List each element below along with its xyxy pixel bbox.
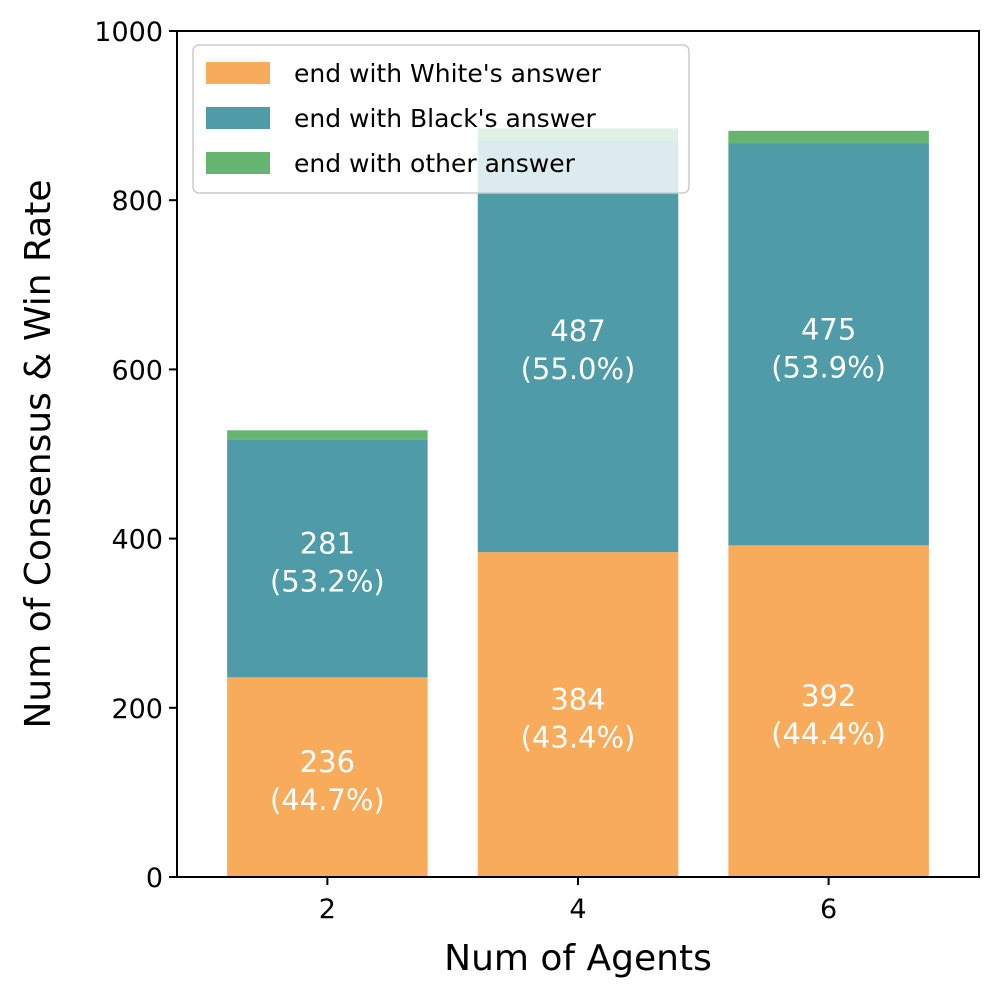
legend-swatch: [206, 107, 270, 129]
bar-other-2: [227, 430, 428, 440]
x-axis: 2 4 6: [319, 877, 837, 925]
bar-white-4: [477, 552, 679, 877]
bar-value-label: 392: [801, 679, 856, 713]
bar-black-2: [227, 439, 428, 678]
y-tick-label: 600: [111, 355, 163, 386]
bar-white-6: [728, 545, 929, 877]
bar-value-label: 475: [801, 312, 856, 346]
bar-value-label: (53.2%): [270, 564, 385, 598]
y-tick-label: 200: [111, 694, 163, 725]
x-tick-label: 6: [820, 894, 837, 925]
bar-value-label: 281: [300, 526, 355, 560]
legend-label: end with other answer: [294, 149, 576, 178]
bar-black-6: [728, 143, 929, 546]
bar-other-6: [728, 130, 929, 144]
y-tick-label: 400: [111, 525, 163, 556]
legend-box: [192, 44, 690, 194]
bar-value-label: (55.0%): [521, 352, 636, 386]
legend-label: end with White's answer: [294, 59, 602, 88]
legend-swatch: [206, 62, 270, 84]
bar-value-label: (53.9%): [771, 350, 886, 384]
bar-value-label: 236: [300, 745, 355, 779]
bar-value-label: (44.4%): [771, 717, 886, 751]
legend-swatch: [206, 152, 270, 174]
legend-label: end with Black's answer: [294, 104, 597, 133]
bar-value-label: 384: [550, 683, 605, 717]
y-tick-label: 800: [111, 186, 163, 217]
y-axis: 0 200 400 600 800 1000: [94, 17, 177, 894]
bar-labels-layer: 236 (44.7%) 281 (53.2%) 384 (43.4%) 487 (55.0%)…: [270, 312, 886, 817]
bar-value-label: 487: [550, 314, 605, 348]
x-tick-label: 4: [569, 894, 586, 925]
bar-value-label: (43.4%): [521, 721, 636, 755]
y-tick-label: 1000: [94, 17, 163, 48]
y-axis-title: Num of Consensus & Win Rate: [18, 180, 59, 729]
x-axis-title: Num of Agents: [444, 938, 712, 979]
bar-white-2: [227, 677, 428, 877]
legend: end with White's answer end with Black's …: [192, 44, 690, 194]
y-tick-label: 0: [146, 863, 163, 894]
bar-value-label: (44.7%): [270, 783, 385, 817]
bar-black-4: [477, 140, 679, 553]
x-tick-label: 2: [319, 894, 336, 925]
